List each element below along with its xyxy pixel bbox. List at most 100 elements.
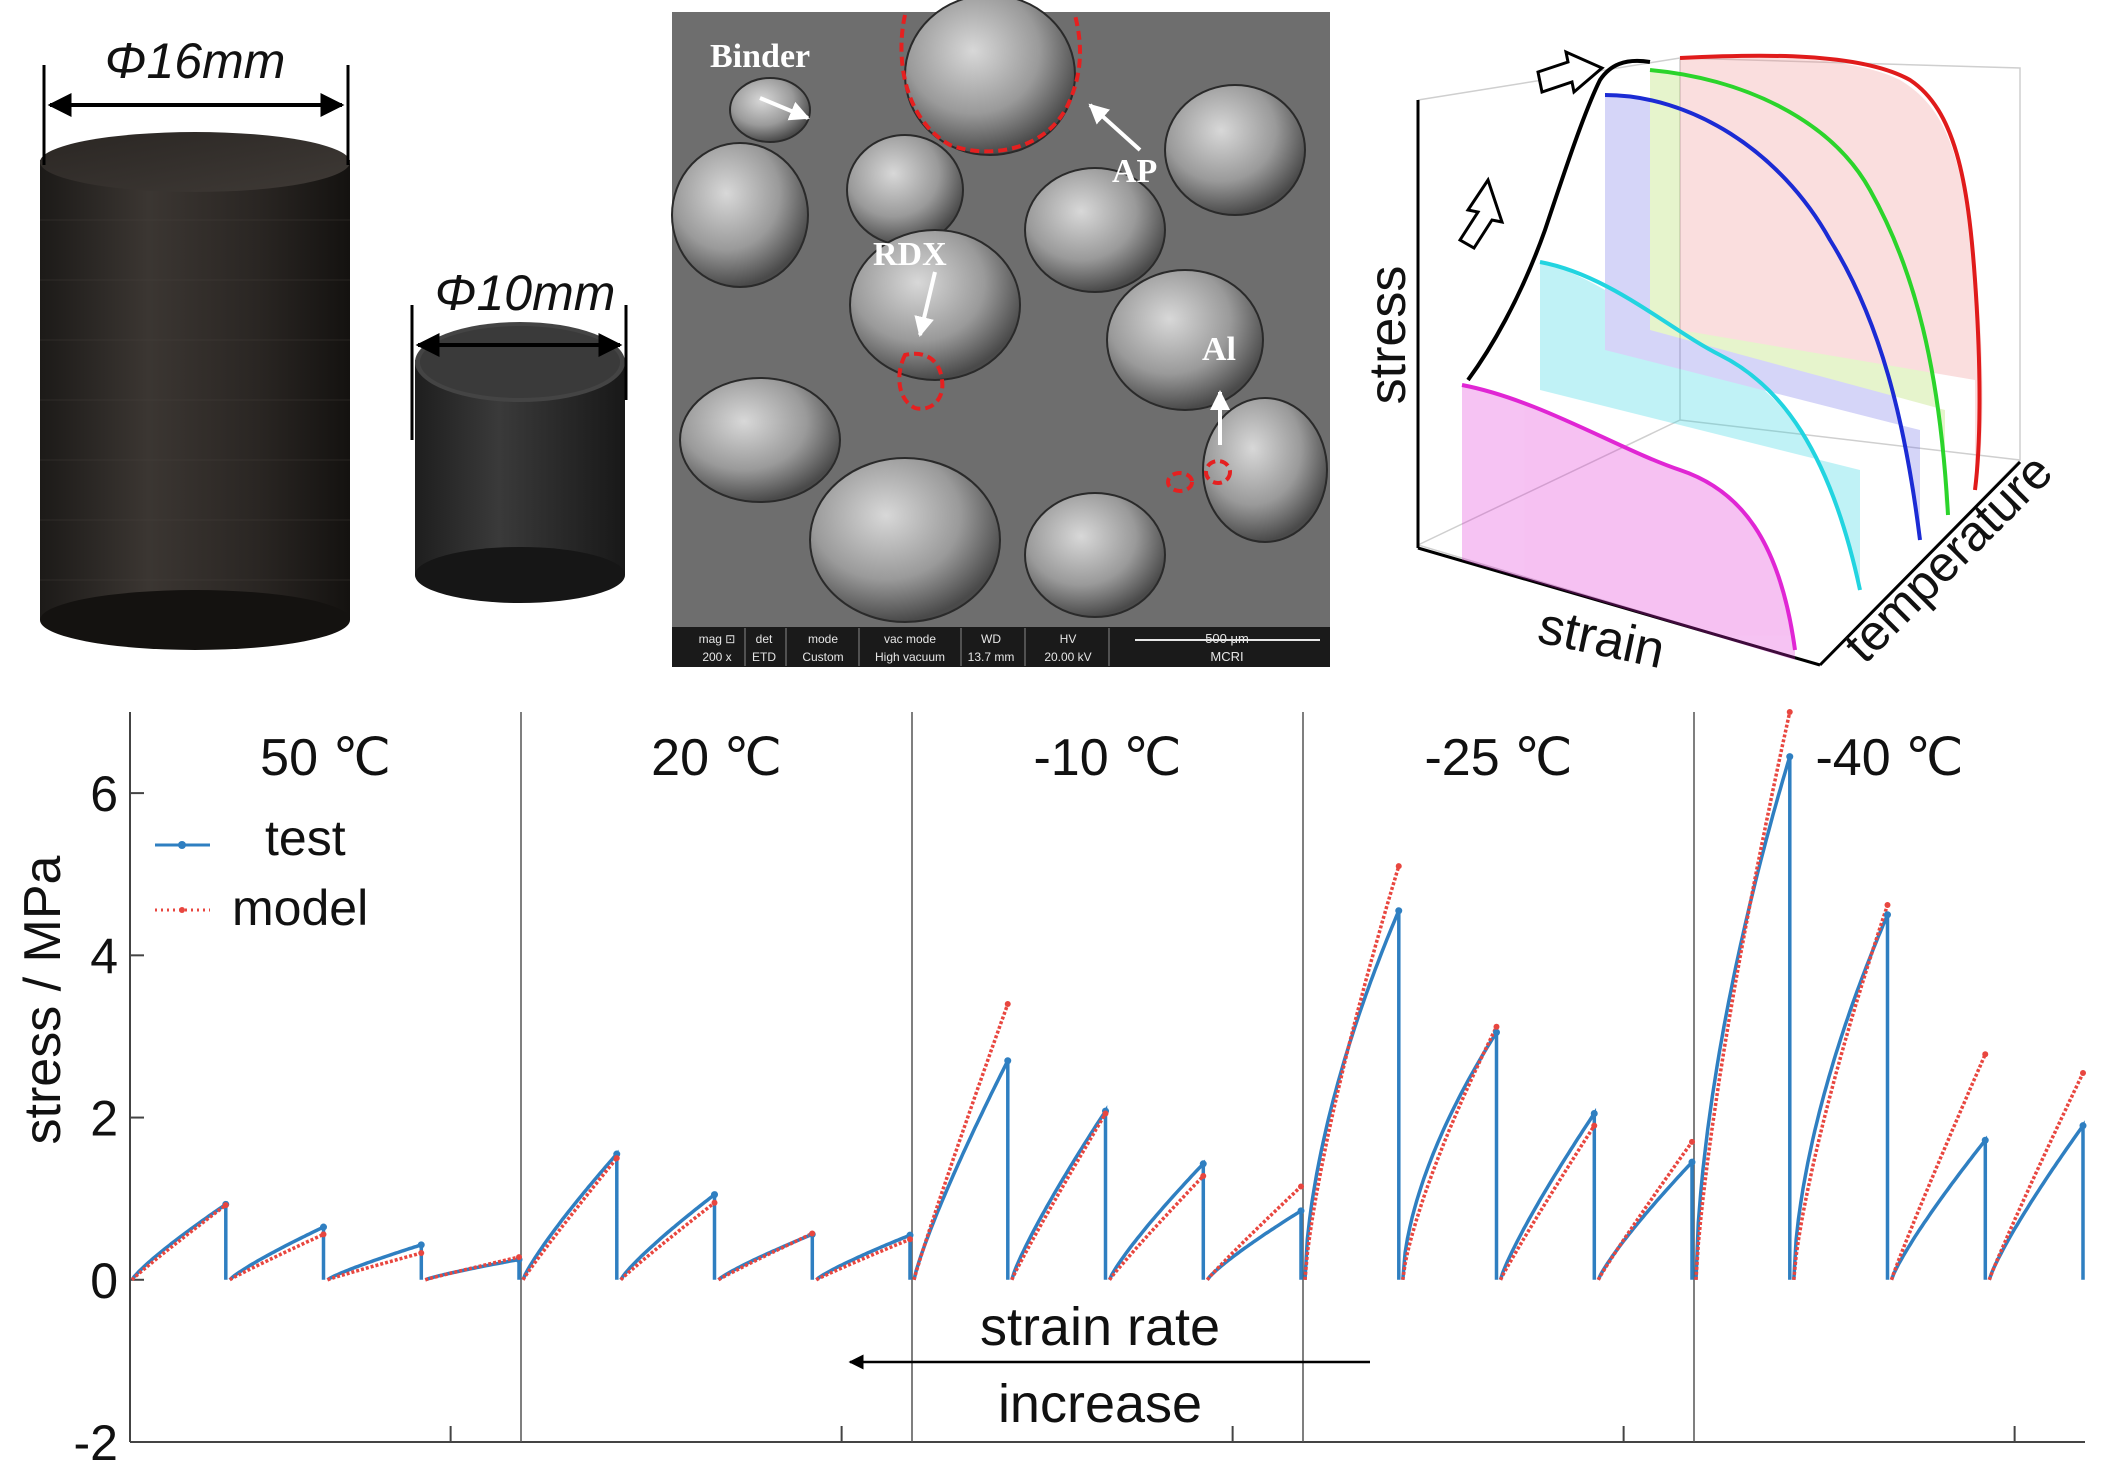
panel-temperature-label: -40 ℃ (1815, 729, 1963, 787)
sem-info-value: ETD (752, 650, 776, 664)
model-series-segment (1205, 1185, 1303, 1281)
model-series-segment (1108, 1174, 1205, 1281)
legend-model-marker (179, 907, 185, 913)
schematic-curve (1539, 260, 1862, 591)
sem-info-header: mode (808, 632, 838, 646)
ap-outline (899, 14, 1082, 154)
sem-outlines (897, 14, 1232, 493)
annotation-line-2: increase (998, 1374, 1202, 1434)
sem-info-value: 13.7 mm (968, 650, 1015, 664)
chart-legend: test model (155, 810, 368, 936)
test-series-segment (1694, 756, 1792, 1280)
test-peak-point (1004, 1057, 1012, 1065)
y-tick-label: 2 (90, 1091, 118, 1147)
test-series-segment (1596, 1157, 1694, 1281)
schematic-axis-stress: stress (1359, 266, 1417, 405)
model-series-segment (1401, 1025, 1499, 1281)
model-series-segment (1303, 865, 1401, 1280)
rdx-outline (897, 351, 945, 411)
sem-info-value: High vacuum (875, 650, 945, 664)
test-series-segment (130, 1200, 228, 1281)
test-peak-point (1297, 1207, 1305, 1215)
schematic-hollow-arrows (1457, 49, 1605, 251)
sem-info-value: Custom (802, 650, 843, 664)
model-series-segment (815, 1237, 911, 1282)
y-tick-label: 6 (90, 766, 118, 822)
sem-scale-label: 500 μm (1205, 631, 1249, 646)
stress-chart: -2 0 2 4 6 50 ℃ 20 ℃ -10 ℃ -25 ℃ -40 ℃ test mode… (14, 709, 2087, 1465)
test-series-segment (1205, 1207, 1303, 1281)
schematic-curve (1679, 53, 1982, 491)
y-tick-label: 0 (90, 1253, 118, 1309)
model-series-segment (1792, 904, 1890, 1280)
sem-arrows (759, 96, 1230, 445)
model-series-segment (717, 1231, 814, 1282)
model-series-segment (619, 1201, 716, 1282)
schematic-curves (1461, 53, 1982, 651)
model-series-segment (1596, 1140, 1694, 1281)
sample-photos: Φ16mm Φ10mm (40, 33, 628, 650)
test-series-segment (1987, 1120, 2085, 1281)
test-peak-point (1493, 1028, 1500, 1036)
test-peak-point (2079, 1122, 2087, 1130)
test-series-segment (1889, 1135, 1988, 1281)
panel-temperature-label: -10 ℃ (1033, 729, 1181, 787)
sem-label-binder: Binder (710, 38, 810, 75)
sem-label-al: Al (1202, 331, 1236, 368)
legend-test-marker (178, 841, 186, 849)
model-peak-point (1004, 1001, 1011, 1007)
al-outline-2 (1204, 459, 1232, 485)
test-series-segment (1401, 1026, 1499, 1280)
test-series-segment (228, 1224, 326, 1282)
model-peak-point (1493, 1023, 1500, 1030)
test-peak-point (1199, 1160, 1207, 1168)
sem-info-header: HV (1060, 632, 1077, 646)
test-series-segment (912, 1059, 1010, 1281)
model-peak-point (1884, 902, 1891, 909)
test-series-segment (521, 1149, 619, 1281)
panel-temperature-label: 20 ℃ (651, 729, 782, 787)
strain-rate-annotation: strain rate increase (848, 1297, 1370, 1434)
sem-label-ap: AP (1112, 153, 1157, 190)
chart-ylabel: stress / MPa (14, 855, 72, 1144)
model-peak-point (1786, 709, 1793, 715)
large-diameter-dimension: Φ16mm (42, 33, 350, 165)
model-peak-point (1982, 1051, 1989, 1058)
test-peak-point (1884, 911, 1891, 919)
large-cylinder-photo (40, 132, 350, 650)
panel-temperature-label: -25 ℃ (1424, 729, 1572, 787)
test-peak-point (320, 1223, 327, 1231)
annotation-line-1: strain rate (980, 1297, 1220, 1357)
model-peak-point (1395, 863, 1402, 870)
test-peak-point (1590, 1110, 1598, 1117)
sem-info-header: det (756, 632, 773, 646)
sem-info-header: vac mode (884, 632, 936, 646)
model-peak-point (222, 1202, 229, 1209)
model-peak-point (1298, 1183, 1304, 1190)
test-series-segment (1792, 914, 1890, 1280)
sem-label-rdx: RDX (873, 236, 947, 273)
test-series-segment (326, 1242, 424, 1282)
model-series-segment (1010, 1112, 1108, 1281)
sem-particles (671, 0, 1328, 623)
small-diameter-label: Φ10mm (435, 265, 616, 321)
schematic-curve (1604, 93, 1922, 541)
test-peak-point (417, 1241, 425, 1249)
test-peak-point (1981, 1136, 1989, 1144)
test-series-segment (1107, 1159, 1206, 1281)
model-peak-point (613, 1155, 620, 1162)
model-peak-point (418, 1250, 425, 1257)
sem-org-label: MCRI (1210, 649, 1243, 664)
test-series-segment (1303, 910, 1401, 1280)
schematic-axis-temperature: temperature (1833, 443, 2063, 673)
legend-model-label: model (232, 880, 368, 936)
model-peak-point (907, 1236, 913, 1243)
model-series-segment (1987, 1072, 2085, 1281)
model-series-segment (228, 1232, 325, 1282)
model-peak-point (320, 1231, 327, 1238)
legend-test-label: test (265, 810, 346, 866)
schematic-curve (1649, 68, 1950, 516)
small-diameter-dimension: Φ10mm (410, 265, 628, 440)
model-peak-point (1591, 1122, 1598, 1129)
